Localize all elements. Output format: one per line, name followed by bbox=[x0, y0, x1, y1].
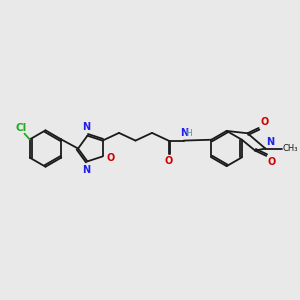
Text: O: O bbox=[106, 153, 115, 163]
Text: N: N bbox=[267, 137, 275, 147]
Text: O: O bbox=[268, 157, 276, 167]
Text: N: N bbox=[180, 128, 188, 138]
Text: O: O bbox=[260, 117, 268, 127]
Text: H: H bbox=[185, 129, 192, 138]
Text: O: O bbox=[164, 156, 172, 166]
Text: N: N bbox=[82, 166, 90, 176]
Text: Cl: Cl bbox=[16, 123, 27, 133]
Text: N: N bbox=[82, 122, 90, 132]
Text: CH₃: CH₃ bbox=[283, 144, 298, 153]
